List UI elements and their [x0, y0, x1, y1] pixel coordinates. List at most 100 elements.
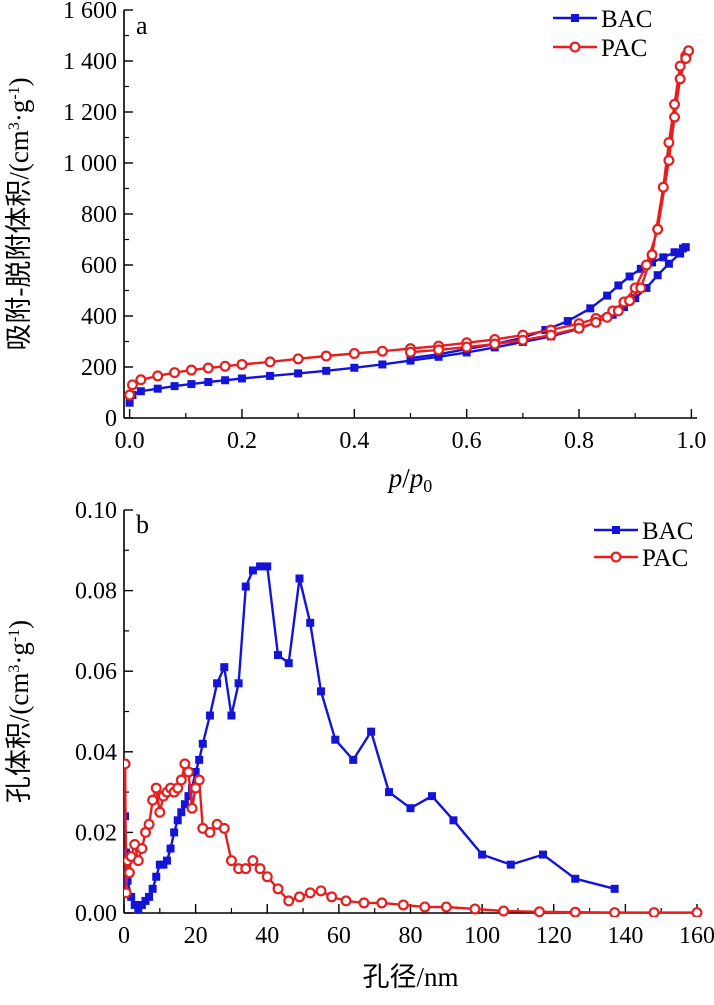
- data-point-bac: [130, 900, 139, 909]
- data-point-pac: [674, 60, 686, 72]
- data-point-pac: [315, 885, 327, 897]
- data-point-bac: [563, 317, 572, 326]
- data-point-bac: [378, 360, 387, 369]
- y-label-text: ·g: [4, 642, 34, 665]
- data-point-bac: [678, 244, 687, 253]
- data-point-pac: [169, 367, 181, 379]
- data-point-bac: [137, 900, 146, 909]
- legend-item-bac: BAC: [594, 518, 693, 545]
- data-point-bac: [148, 884, 157, 893]
- x-label-subscript: 0: [423, 476, 432, 496]
- data-point-pac: [326, 891, 338, 903]
- y-label-text: ·g: [4, 100, 34, 123]
- data-point-bac: [331, 735, 340, 744]
- data-point-bac: [234, 679, 243, 688]
- data-point-bac: [427, 792, 436, 801]
- data-point-bac: [664, 259, 673, 268]
- data-point-pac: [573, 322, 585, 334]
- data-point-pac: [292, 353, 304, 365]
- data-point-bac: [539, 850, 548, 859]
- data-point-pac: [648, 907, 660, 917]
- data-point-pac: [240, 863, 252, 875]
- panel-label: a: [136, 11, 148, 40]
- data-point-bac: [322, 366, 331, 375]
- data-point-bac: [316, 687, 325, 696]
- data-point-bac: [248, 566, 257, 575]
- data-point-bac: [220, 663, 229, 672]
- data-point-pac: [219, 360, 231, 372]
- data-point-pac: [635, 282, 647, 294]
- data-point-pac: [185, 364, 197, 376]
- data-point-pac: [124, 887, 132, 899]
- legend-label: PAC: [601, 35, 647, 62]
- data-point-pac: [283, 895, 295, 907]
- x-tick-label: 0.8: [564, 428, 594, 454]
- data-point-bac: [152, 872, 161, 881]
- data-point-bac: [241, 582, 250, 591]
- data-point-bac: [159, 860, 168, 869]
- x-tick-label: 100: [464, 923, 500, 949]
- y-label-superscript: 3: [6, 665, 23, 673]
- data-point-bac: [670, 248, 679, 257]
- data-point-pac: [143, 818, 155, 830]
- chart-panel-b: 0 20 40 60 80 100 120 140 160 0.00 0.02 0.04 0.06 0.0…: [4, 498, 714, 992]
- y-label-superscript: -1: [6, 629, 23, 642]
- legend-item-bac: BAC: [553, 6, 652, 33]
- data-point-bac: [162, 856, 171, 865]
- data-point-bac: [571, 874, 580, 883]
- y-label-text: 孔体积/(cm: [4, 673, 34, 803]
- x-tick-label: 20: [184, 923, 208, 949]
- y-tick-label: 0.08: [75, 579, 117, 605]
- data-point-bac: [184, 792, 193, 801]
- data-point-bac: [350, 363, 359, 372]
- legend-label: BAC: [601, 6, 652, 33]
- data-point-bac: [385, 788, 394, 797]
- x-tick-label: 80: [399, 923, 423, 949]
- data-point-pac: [193, 774, 205, 786]
- y-tick-label: 0.02: [75, 820, 117, 846]
- data-point-pac: [609, 907, 621, 917]
- x-label-p: p: [408, 463, 424, 493]
- data-point-pac: [150, 782, 162, 794]
- data-point-pac: [461, 341, 473, 353]
- data-point-bac: [124, 848, 131, 857]
- data-point-bac: [227, 711, 236, 720]
- legend-item-pac: PAC: [553, 35, 647, 62]
- data-point-bac: [284, 659, 293, 668]
- data-point-pac: [124, 867, 135, 879]
- y-tick-label: 400: [81, 304, 117, 330]
- data-point-pac: [126, 379, 138, 391]
- y-tick-label: 0.10: [75, 498, 117, 524]
- data-point-bac: [191, 767, 200, 776]
- y-tick-label: 1 200: [63, 100, 117, 126]
- data-point-bac: [205, 711, 214, 720]
- data-point-pac: [236, 358, 248, 370]
- data-point-pac: [680, 52, 692, 64]
- data-point-bac: [648, 258, 657, 267]
- legend-marker: [610, 551, 622, 563]
- data-point-bac: [642, 283, 651, 292]
- data-point-pac: [264, 356, 276, 368]
- x-tick-label: 120: [536, 923, 572, 949]
- x-axis-label: p/p0: [387, 463, 433, 496]
- data-point-bac: [625, 272, 634, 281]
- data-point-bac: [676, 249, 685, 258]
- data-point-bac: [586, 304, 595, 313]
- data-point-bac: [659, 253, 668, 262]
- plot-area: [124, 562, 703, 917]
- data-point-pac: [154, 806, 166, 818]
- x-label-text: 孔径/nm: [362, 962, 458, 992]
- data-point-bac: [136, 387, 145, 396]
- data-point-bac: [406, 354, 415, 363]
- data-point-bac: [204, 378, 213, 387]
- data-point-pac: [663, 137, 675, 149]
- data-point-pac: [652, 223, 664, 235]
- data-point-bac: [367, 727, 376, 736]
- data-point-pac: [612, 305, 624, 317]
- data-point-bac: [603, 291, 612, 300]
- legend-marker: [571, 14, 579, 22]
- data-point-pac: [569, 906, 581, 917]
- data-point-pac: [590, 316, 602, 328]
- legend-label: PAC: [642, 545, 688, 572]
